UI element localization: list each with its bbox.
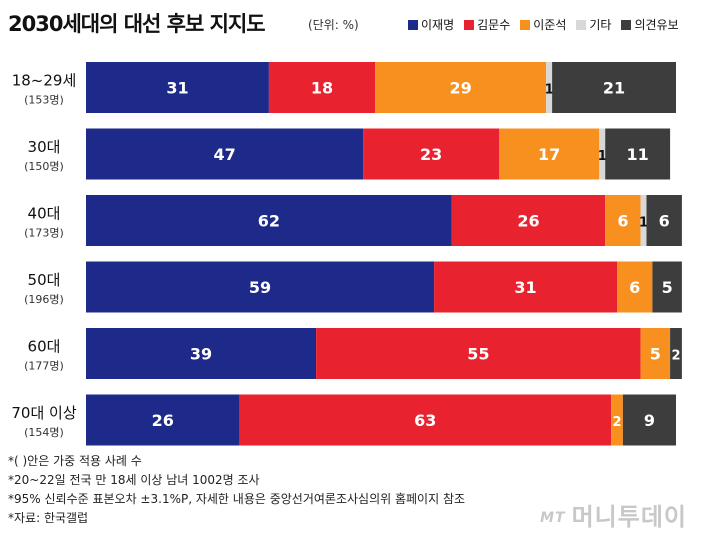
- bar-segment: [546, 62, 553, 113]
- data-label: 2: [612, 415, 621, 430]
- bar-segment: [670, 328, 682, 379]
- bar-segment: [434, 261, 617, 313]
- sample-size-label: (177명): [24, 360, 64, 373]
- footnote: *자료: 한국갤럽: [8, 511, 89, 525]
- data-label: 21: [603, 79, 625, 98]
- legend-swatch: [576, 19, 587, 30]
- category-label: 30대: [28, 138, 61, 156]
- bar-segment: [605, 195, 641, 246]
- bar-segment: [552, 62, 676, 113]
- legend-item: 이재명: [408, 16, 454, 33]
- bar-segment: [622, 394, 676, 446]
- footnote: *95% 신뢰수준 표본오차 ±3.1%P, 자세한 내용은 중앙선거여론조사심…: [8, 492, 466, 506]
- data-label: 55: [467, 345, 489, 364]
- data-label: 18: [311, 79, 333, 98]
- bar-segment: [652, 261, 682, 313]
- bar-segment: [646, 195, 682, 246]
- data-label: 39: [190, 345, 212, 364]
- bar-segment: [375, 62, 547, 113]
- category-label: 60대: [28, 338, 61, 356]
- bar-segment: [599, 128, 606, 180]
- bar-segment: [86, 328, 317, 379]
- legend-label: 의견유보: [634, 18, 679, 32]
- bar-segment: [86, 128, 364, 180]
- bar-segment: [363, 128, 499, 180]
- data-label: 1: [545, 83, 554, 98]
- bar-segment: [86, 394, 240, 446]
- bar-segment: [451, 195, 606, 246]
- footnote: *20~22일 전국 만 18세 이상 남녀 1002명 조사: [8, 473, 260, 487]
- data-label: 1: [598, 149, 607, 164]
- sample-size-label: (154명): [24, 426, 64, 439]
- bar-segment: [86, 62, 269, 113]
- watermark-logo: MT 머니투데이: [540, 497, 687, 532]
- footnotes: *( )안은 가중 적용 사례 수 *20~22일 전국 만 18세 이상 남녀…: [8, 452, 528, 528]
- category-label: 40대: [28, 205, 61, 223]
- sample-size-label: (196명): [24, 293, 64, 306]
- data-label: 62: [258, 212, 280, 231]
- data-label: 23: [420, 145, 442, 164]
- legend-item: 의견유보: [621, 16, 679, 33]
- bar-segment: [316, 328, 641, 379]
- data-label: 29: [450, 79, 472, 98]
- legend-item: 기타: [576, 16, 611, 33]
- watermark-mark: MT: [540, 510, 566, 526]
- category-label: 50대: [28, 271, 61, 289]
- chart-title: 2030세대의 대선 후보 지지도: [8, 12, 266, 36]
- legend-label: 이준석: [533, 18, 567, 32]
- legend-swatch: [520, 19, 531, 30]
- category-label: 18~29세: [12, 72, 77, 90]
- legend-label: 김문수: [477, 18, 511, 32]
- data-label: 6: [617, 212, 628, 231]
- legend-item: 김문수: [464, 16, 510, 33]
- legend: 이재명 김문수 이준석 기타 의견유보: [408, 16, 679, 33]
- legend-swatch: [621, 19, 632, 30]
- bar-segment: [605, 128, 671, 180]
- sample-size-label: (153명): [24, 94, 64, 107]
- data-label: 1: [639, 216, 648, 231]
- data-label: 59: [249, 278, 271, 297]
- category-label: 70대 이상: [11, 404, 76, 422]
- data-label: 47: [214, 145, 236, 164]
- bar-segment: [499, 128, 600, 180]
- data-label: 31: [166, 79, 188, 98]
- legend-label: 기타: [589, 18, 612, 32]
- bar-segment: [640, 328, 671, 379]
- data-label: 5: [650, 345, 661, 364]
- data-label: 9: [644, 411, 655, 430]
- data-label: 6: [659, 212, 670, 231]
- data-label: 63: [414, 411, 436, 430]
- bar-segment: [86, 261, 435, 313]
- data-label: 5: [662, 278, 673, 297]
- data-label: 31: [514, 278, 536, 297]
- data-label: 6: [629, 278, 640, 297]
- data-label: 11: [627, 145, 649, 164]
- data-label: 26: [517, 212, 539, 231]
- data-label: 17: [538, 145, 560, 164]
- legend-swatch: [408, 19, 418, 30]
- footnote: *( )안은 가중 적용 사례 수: [8, 454, 142, 468]
- sample-size-label: (150명): [24, 160, 64, 173]
- bar-segment: [239, 394, 612, 446]
- bar-segment: [611, 394, 623, 446]
- watermark-name: 머니투데이: [571, 503, 687, 531]
- header: 2030세대의 대선 후보 지지도 (단위: %) 이재명 김문수 이준석 기타 의견유…: [8, 6, 698, 36]
- bar-segment: [268, 62, 376, 113]
- data-label: 2: [671, 349, 680, 364]
- bar-segment: [86, 195, 452, 246]
- legend-item: 이준석: [520, 16, 566, 33]
- unit-label: (단위: %): [308, 18, 359, 32]
- legend-label: 이재명: [421, 18, 455, 32]
- bar-segment: [617, 261, 653, 313]
- legend-swatch: [464, 19, 475, 30]
- data-label: 26: [152, 411, 174, 430]
- sample-size-label: (173명): [24, 227, 64, 240]
- bar-segment: [640, 195, 647, 246]
